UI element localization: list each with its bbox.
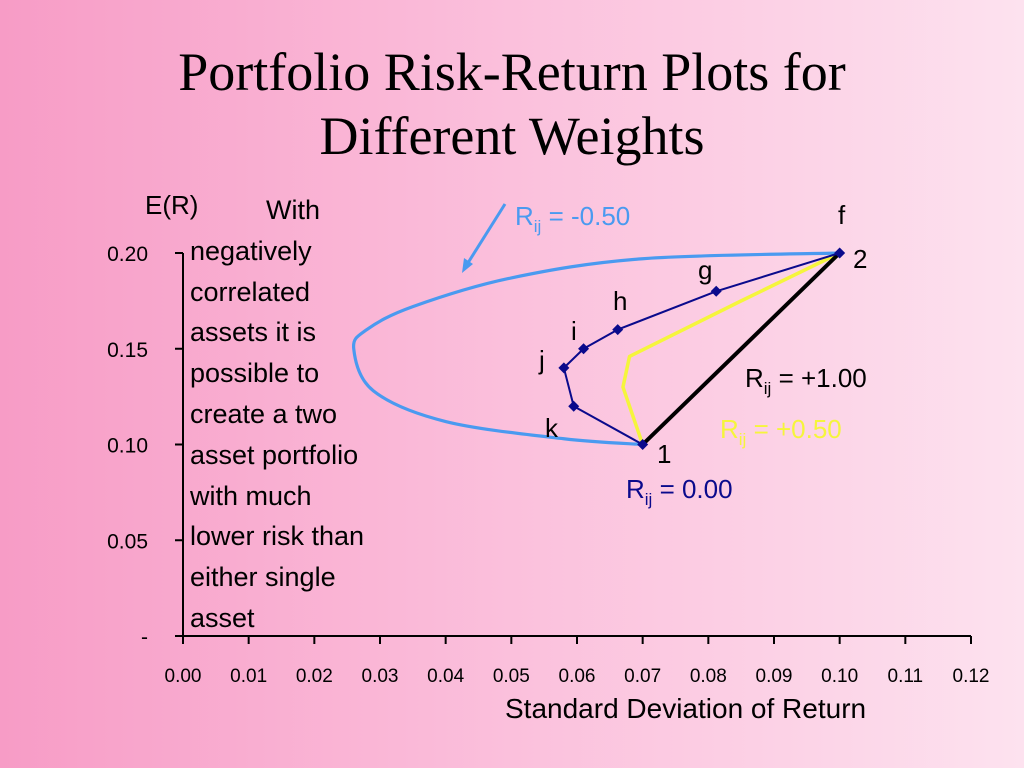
annotation-line: with much <box>190 480 312 511</box>
annotation-text: With negatively correlated assets it is … <box>190 190 430 639</box>
point-label-i: i <box>571 316 577 346</box>
series-label-zero: Rij = 0.00 <box>626 474 733 509</box>
series-line-pos050 <box>621 251 841 446</box>
series-label-neg050: Rij = -0.50 <box>515 201 630 236</box>
point-label-j: j <box>538 345 545 375</box>
x-tick-label: 0.00 <box>165 666 202 687</box>
annotation-line: create a two <box>190 398 338 429</box>
title-line-2: Different Weights <box>319 106 705 166</box>
y-tick-label: - <box>141 626 148 649</box>
series-line-neg050 <box>351 251 840 447</box>
point-label-f: f <box>838 200 846 230</box>
x-tick-label: 0.11 <box>888 666 924 687</box>
y-tick-label: 0.20 <box>107 243 148 266</box>
annotation-line: either single <box>190 562 336 593</box>
annotation-line: lower risk than <box>190 521 365 552</box>
x-tick-label: 0.05 <box>493 666 530 687</box>
x-axis-label: Standard Deviation of Return <box>505 693 867 724</box>
y-tick-label: 0.05 <box>107 530 148 553</box>
x-tick-label: 0.12 <box>953 666 990 687</box>
annotation-line: asset portfolio <box>190 439 359 470</box>
x-tick-label: 0.07 <box>624 666 661 687</box>
asset-label-1: 1 <box>657 439 671 469</box>
series-label-pos100: Rij = +1.00 <box>745 363 867 398</box>
x-tick-label: 0.01 <box>230 666 267 687</box>
x-tick-label: 0.04 <box>427 666 464 687</box>
point-label-h: h <box>613 286 627 316</box>
point-marker <box>578 343 590 355</box>
pointer-arrow <box>462 203 507 273</box>
annotation-line: asset <box>190 602 255 633</box>
y-tick-label: 0.15 <box>107 339 148 362</box>
point-label-g: g <box>698 255 712 285</box>
point-marker <box>834 247 846 259</box>
point-marker <box>637 439 649 450</box>
point-marker <box>710 285 722 297</box>
markers <box>558 247 846 450</box>
x-tick-label: 0.03 <box>362 666 399 687</box>
x-tick-label: 0.09 <box>756 666 793 687</box>
annotation-line: negatively <box>190 235 312 266</box>
x-tick-label: 0.10 <box>821 666 858 687</box>
series-line-pos100 <box>641 251 842 446</box>
x-tick-label: 0.08 <box>690 666 727 687</box>
annotation-line: assets it is <box>190 317 317 348</box>
point-marker <box>612 324 624 336</box>
axes: 0.00 0.01 0.02 0.03 0.04 0.05 0.06 0.07 0.08 0.09… <box>107 243 989 687</box>
title-line-1: Portfolio Risk-Return Plots for <box>178 42 846 102</box>
annotation-line: correlated <box>190 276 311 307</box>
y-axis-label: E(R) <box>145 190 199 220</box>
point-marker <box>558 362 570 374</box>
y-tick-label: 0.10 <box>107 435 148 458</box>
asset-label-2: 2 <box>853 244 867 274</box>
x-tick-label: 0.02 <box>296 666 333 687</box>
point-label-k: k <box>545 413 559 443</box>
annotation-line: possible to <box>190 358 320 389</box>
x-tick-label: 0.06 <box>559 666 596 687</box>
slide-title: Portfolio Risk-Return Plots for Differen… <box>0 40 1024 168</box>
series-label-pos050: Rij = +0.50 <box>720 414 842 449</box>
annotation-line: With <box>266 195 320 225</box>
point-marker <box>568 400 580 412</box>
